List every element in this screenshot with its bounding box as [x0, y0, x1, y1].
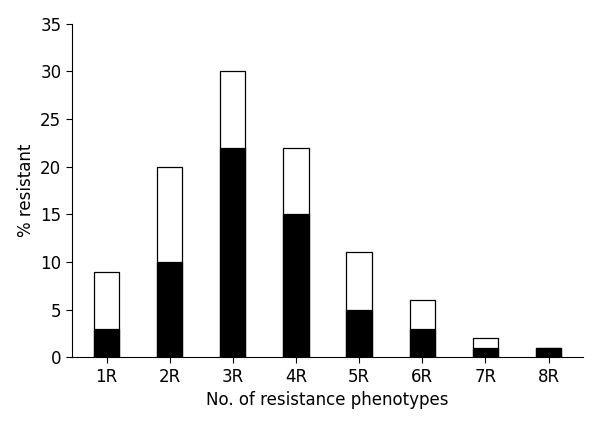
Bar: [410, 329, 435, 357]
Bar: [283, 148, 308, 357]
Bar: [473, 348, 498, 357]
Bar: [94, 271, 119, 357]
Bar: [410, 300, 435, 357]
Bar: [536, 348, 561, 357]
Y-axis label: % resistant: % resistant: [17, 144, 35, 237]
X-axis label: No. of resistance phenotypes: No. of resistance phenotypes: [206, 391, 449, 409]
Bar: [346, 253, 372, 357]
Bar: [157, 167, 182, 357]
Bar: [346, 310, 372, 357]
Bar: [283, 214, 308, 357]
Bar: [220, 148, 245, 357]
Bar: [157, 262, 182, 357]
Bar: [220, 71, 245, 357]
Bar: [536, 348, 561, 357]
Bar: [473, 338, 498, 357]
Bar: [94, 329, 119, 357]
